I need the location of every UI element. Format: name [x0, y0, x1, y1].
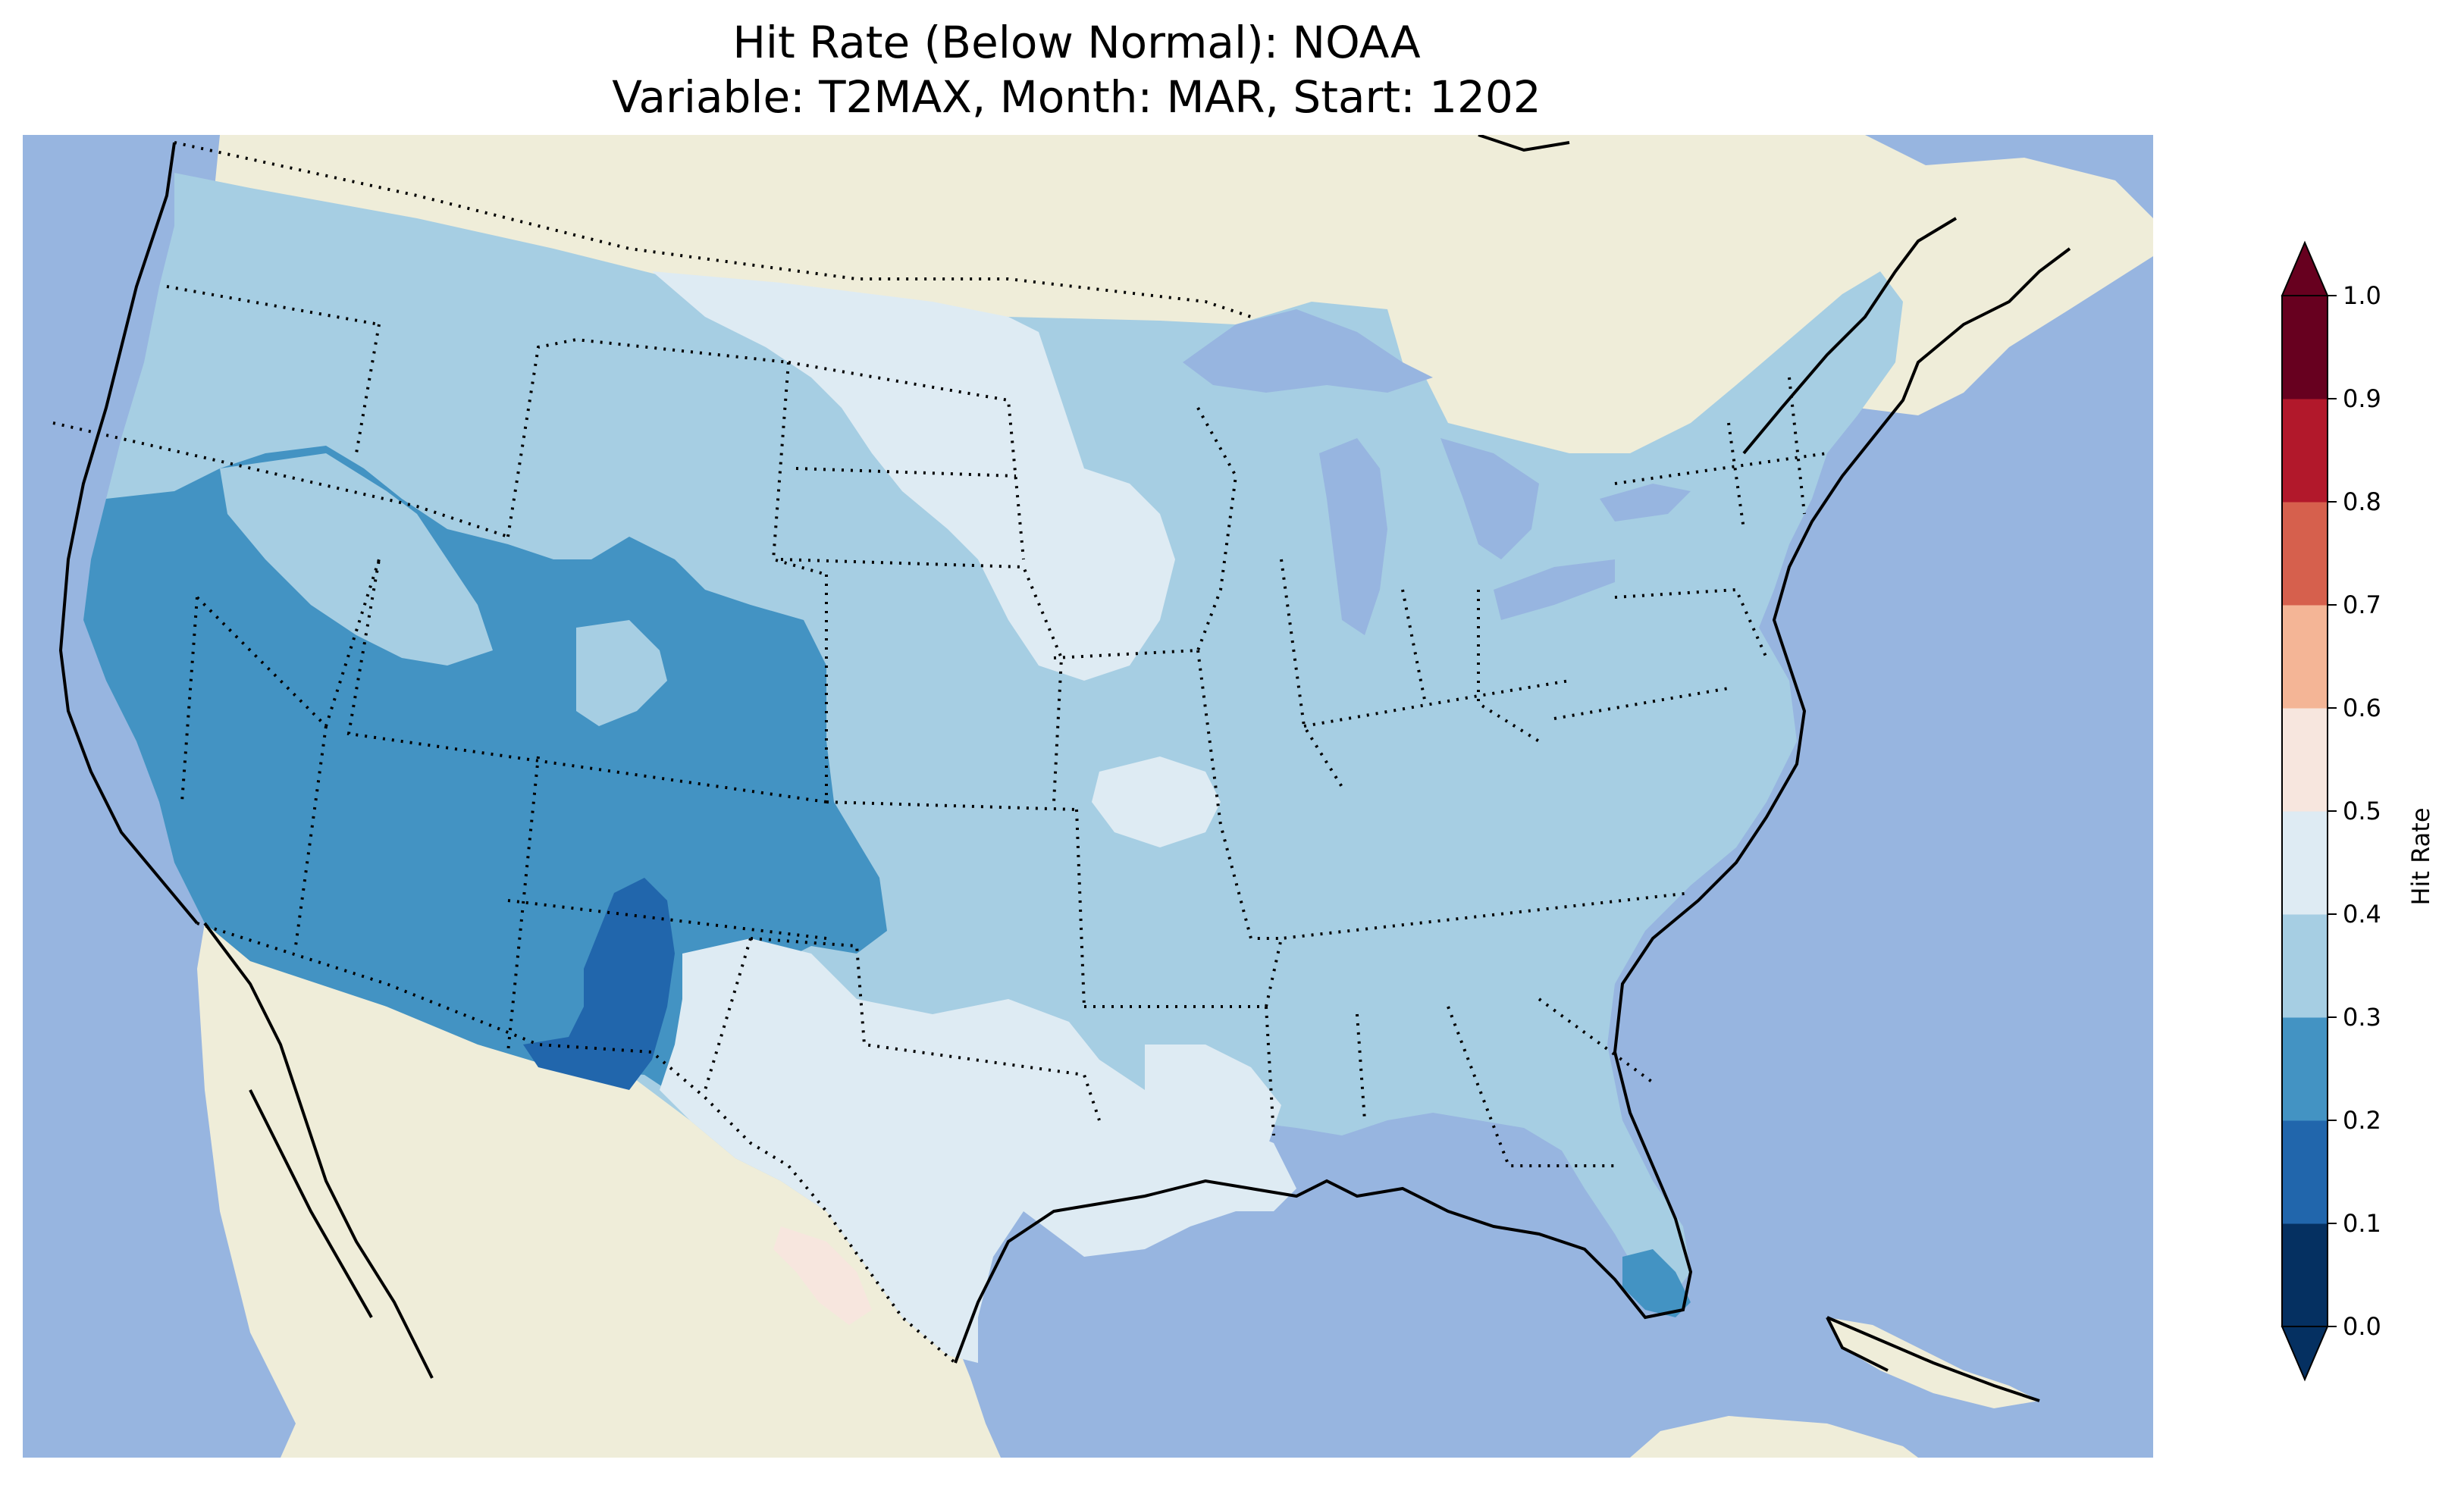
south-texas-patch	[773, 1226, 872, 1325]
colorbar-tick-label: 0.0	[2343, 1312, 2381, 1341]
lighter-inner-utah	[220, 453, 493, 666]
colorbar-tick-label: 0.9	[2343, 384, 2381, 413]
south-florida-fill	[1622, 1249, 1691, 1317]
kansas-patch-fill	[1092, 756, 1221, 847]
texas-fill	[660, 938, 1296, 1363]
colorbar-bin-6	[2282, 605, 2328, 709]
lake-ontario	[1600, 484, 1691, 521]
coastlines	[58, 135, 2071, 1402]
colorbar-tick-label: 1.0	[2343, 281, 2381, 310]
colorbar-bin-8	[2282, 399, 2328, 503]
colorbar-tick-label: 0.3	[2343, 1003, 2381, 1032]
bottom-island-land	[1630, 1416, 1918, 1458]
colorbar-bins	[2281, 240, 2329, 1382]
colorbar-extend-min	[2281, 1326, 2329, 1382]
colorbar-bin-1	[2282, 1120, 2328, 1224]
national-border	[174, 141, 1252, 318]
colorbar-tick-label: 0.2	[2343, 1106, 2381, 1135]
colorbar-tick-label: 0.5	[2343, 797, 2381, 825]
title-line-1: Hit Rate (Below Normal): NOAA	[732, 17, 1421, 68]
lower-mississippi-fill	[1145, 1045, 1281, 1166]
colorbar-bin-7	[2282, 502, 2328, 606]
lake-erie	[1494, 559, 1615, 620]
hit-rate-map	[23, 135, 2153, 1458]
southwest-fill	[83, 446, 887, 1105]
colorbar-bin-3	[2282, 914, 2328, 1018]
colorbar-bin-4	[2282, 811, 2328, 915]
northern-plains-fill	[652, 271, 1175, 681]
colorbar-ticks: 0.0 0.1 0.2 0.3 0.4 0.5 0.6 0.7 0.8 0.9 1.0	[2328, 281, 2381, 1341]
mexico-border	[196, 922, 957, 1364]
lake-michigan	[1319, 438, 1387, 635]
state-borders	[52, 285, 1828, 1167]
lake-superior	[1183, 309, 1433, 393]
colorbar: 0.0 0.1 0.2 0.3 0.4 0.5 0.6 0.7 0.8 0.9 1.0 Hit Ra…	[2281, 240, 2435, 1382]
new-mexico-core-fill	[523, 878, 675, 1090]
colorbar-tick-label: 0.4	[2343, 900, 2381, 929]
title-line-2: Variable: T2MAX, Month: MAR, Start: 1202	[612, 71, 1541, 123]
colorbar-tick-label: 0.6	[2343, 694, 2381, 722]
colorbar-bin-5	[2282, 708, 2328, 812]
map-title: Hit Rate (Below Normal): NOAA Variable: …	[0, 15, 2153, 124]
lighter-inner-colorado	[576, 620, 667, 726]
lake-huron	[1440, 438, 1539, 559]
colorbar-bin-2	[2282, 1017, 2328, 1121]
colorbar-tick-label: 0.8	[2343, 487, 2381, 516]
baja-peninsula	[203, 923, 432, 1393]
colorbar-extend-max	[2281, 240, 2329, 296]
colorbar-bin-0	[2282, 1223, 2328, 1327]
colorbar-tick-label: 0.7	[2343, 590, 2381, 619]
conus-base-fill	[83, 173, 1903, 1363]
colorbar-bin-9	[2282, 296, 2328, 399]
colorbar-tick-label: 0.1	[2343, 1209, 2381, 1238]
colorbar-label: Hit Rate	[2406, 807, 2435, 905]
